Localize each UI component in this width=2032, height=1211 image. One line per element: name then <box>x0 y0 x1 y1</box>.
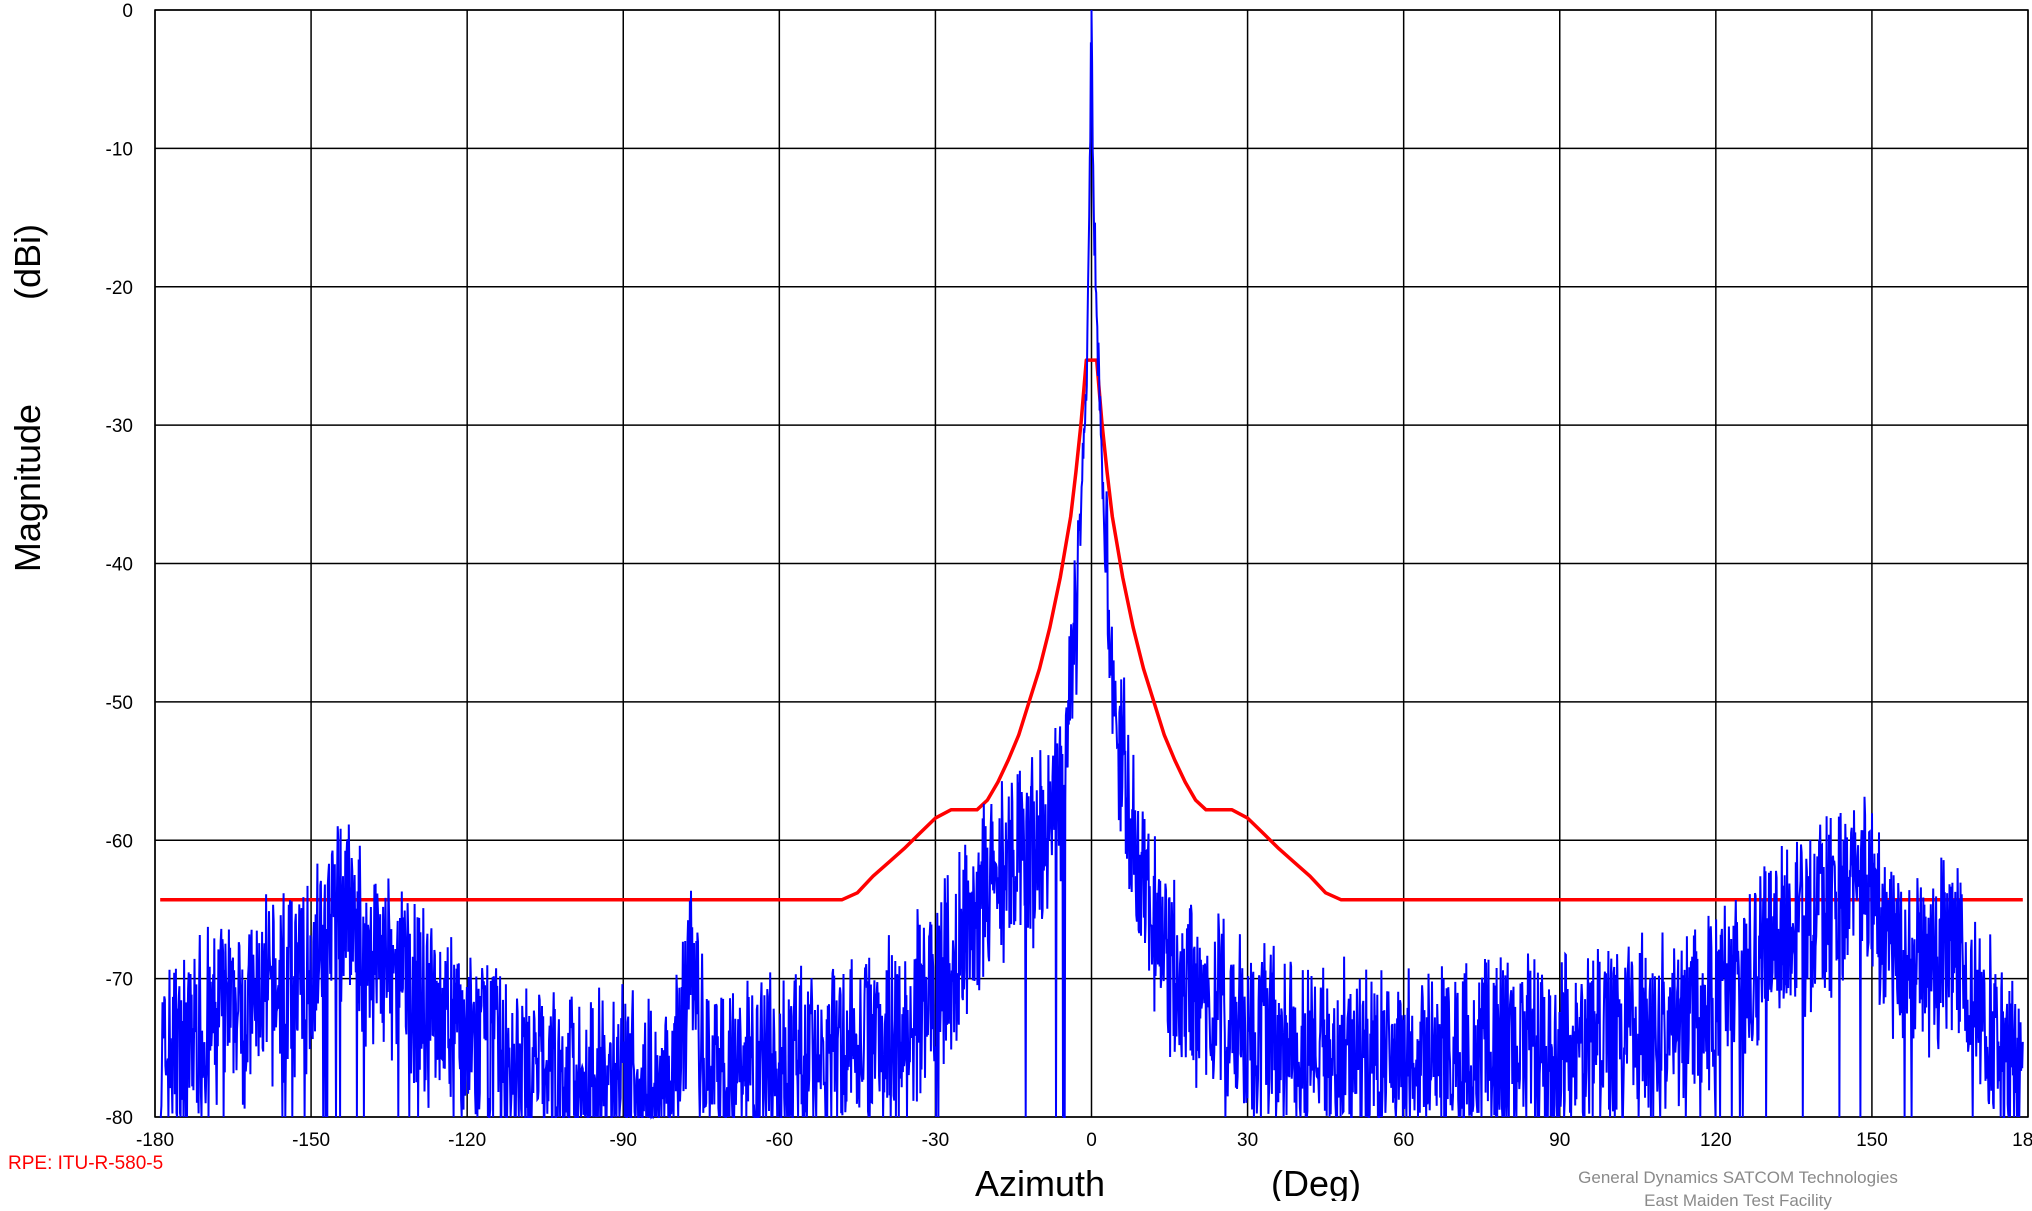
x-tick-label: 60 <box>1393 1130 1414 1151</box>
x-tick-labels: -180 -150 -120 -90 -60 -30 0 30 60 90 120 150 180 <box>136 1130 2032 1151</box>
mask-line <box>160 358 2023 902</box>
x-tick-label: 120 <box>1700 1130 1732 1151</box>
y-tick-label: -30 <box>106 416 133 437</box>
y-tick-label: 0 <box>122 1 133 22</box>
x-tick-label: 0 <box>1086 1130 1097 1151</box>
y-tick-labels: 0 -10 -20 -30 -40 -50 -60 -70 -80 <box>106 1 133 1129</box>
measured-series <box>159 9 2024 1120</box>
x-tick-label: -60 <box>766 1130 793 1151</box>
rpe-label: RPE: ITU-R-580-5 <box>8 1153 164 1174</box>
y-axis-title-main: Magnitude <box>7 404 48 572</box>
mask-series <box>160 358 2023 902</box>
x-tick-label: 180 <box>2012 1130 2032 1151</box>
facility-name: East Maiden Test Facility <box>1644 1191 1832 1210</box>
x-tick-label: 90 <box>1549 1130 1570 1151</box>
x-axis-title-main: Azimuth <box>975 1163 1105 1201</box>
measured-line <box>159 9 2024 1120</box>
y-tick-label: -70 <box>106 970 133 991</box>
x-tick-label: 150 <box>1856 1130 1888 1151</box>
company-name: General Dynamics SATCOM Technologies <box>1578 1168 1898 1187</box>
y-tick-label: -40 <box>106 555 133 576</box>
grid <box>154 9 2029 1118</box>
x-tick-label: -150 <box>292 1130 330 1151</box>
x-tick-label: -90 <box>610 1130 637 1151</box>
y-tick-label: -10 <box>106 139 133 160</box>
x-axis-title-unit: (Deg) <box>1271 1163 1361 1201</box>
x-tick-label: 30 <box>1237 1130 1258 1151</box>
y-tick-label: -60 <box>106 831 133 852</box>
x-tick-label: -180 <box>136 1130 174 1151</box>
x-tick-label: -120 <box>448 1130 486 1151</box>
y-tick-label: -20 <box>106 278 133 299</box>
y-tick-label: -80 <box>106 1108 133 1129</box>
x-tick-label: -30 <box>922 1130 949 1151</box>
y-tick-label: -50 <box>106 693 133 714</box>
y-axis-title-unit: (dBi) <box>7 224 48 300</box>
